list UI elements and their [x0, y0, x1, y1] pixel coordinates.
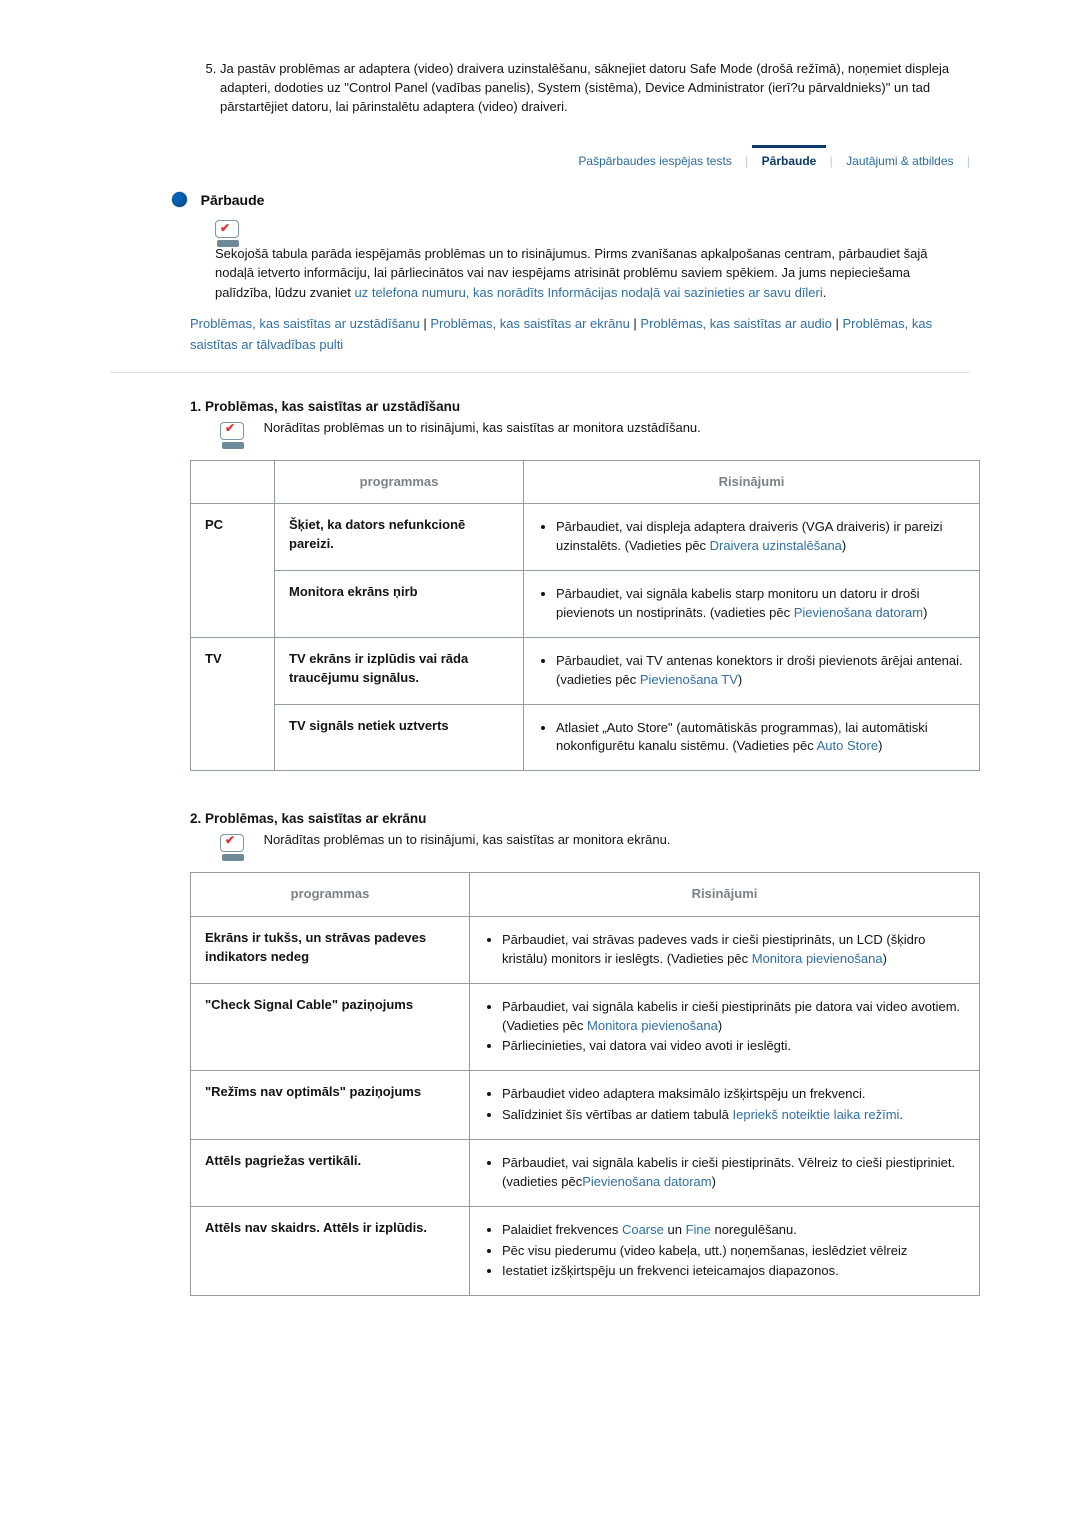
sol-post: ) [883, 951, 887, 966]
anchor-install[interactable]: Problēmas, kas saistītas ar uzstādīšanu [190, 316, 420, 331]
sol-link2[interactable]: Fine [686, 1222, 711, 1237]
sol-link[interactable]: Coarse [622, 1222, 664, 1237]
prog-cell: Monitora ekrāns ņirb [275, 571, 524, 638]
sol-text: Pārbaudiet, vai signāla kabelis ir cieši… [502, 999, 960, 1033]
bullet-dot-icon [172, 192, 187, 207]
tab-qa[interactable]: Jautājumi & atbildes [836, 148, 963, 174]
sol-cell: Pārbaudiet, vai signāla kabelis starp mo… [524, 571, 980, 638]
note-icon [220, 834, 250, 858]
sol-link[interactable]: Auto Store [817, 738, 878, 753]
prog-cell: Attēls pagriežas vertikāli. [191, 1139, 470, 1206]
sol-text: Salīdziniet šīs vērtības ar datiem tabul… [502, 1107, 733, 1122]
prog-cell: "Režīms nav optimāls" paziņojums [191, 1071, 470, 1140]
prog-cell: "Check Signal Cable" paziņojums [191, 983, 470, 1071]
sol-link[interactable]: Pievienošana datoram [582, 1174, 711, 1189]
sol-cell: Pārbaudiet video adaptera maksimālo izšķ… [470, 1071, 980, 1140]
sec2-title: 2. Problēmas, kas saistītas ar ekrānu [190, 811, 970, 826]
divider-1 [110, 372, 970, 373]
cat-tv: TV [191, 637, 275, 770]
table-row: Monitora ekrāns ņirb Pārbaudiet, vai sig… [191, 571, 980, 638]
sol-post: ) [842, 538, 846, 553]
sec2-intro: Norādītas problēmas un to risinājumi, ka… [220, 832, 970, 858]
anchor-screen[interactable]: Problēmas, kas saistītas ar ekrānu [430, 316, 629, 331]
table-row: "Režīms nav optimāls" paziņojums Pārbaud… [191, 1071, 980, 1140]
prog-cell: Attēls nav skaidrs. Attēls ir izplūdis. [191, 1206, 470, 1296]
table-row: "Check Signal Cable" paziņojums Pārbaudi… [191, 983, 980, 1071]
note-icon [215, 220, 245, 244]
sol-text: Pārbaudiet, vai TV antenas konektors ir … [556, 653, 963, 687]
tab-sep1: | [745, 154, 748, 168]
table-row: Attēls pagriežas vertikāli. Pārbaudiet, … [191, 1139, 980, 1206]
sol-link[interactable]: Pievienošana datoram [794, 605, 923, 620]
table-row: Ekrāns ir tukšs, un strāvas padeves indi… [191, 917, 980, 984]
sol-text: Pārbaudiet video adaptera maksimālo izšķ… [502, 1086, 865, 1101]
prog-cell: TV signāls netiek uztverts [275, 704, 524, 771]
sec1-table: programmas Risinājumi PC Šķiet, ka dator… [190, 460, 980, 772]
sol-text: Palaidiet frekvences [502, 1222, 622, 1237]
sol-link[interactable]: Monitora pievienošana [587, 1018, 718, 1033]
sol-post: un [664, 1222, 686, 1237]
sec2-th-sol: Risinājumi [470, 873, 980, 917]
sol-post: ) [738, 672, 742, 687]
sol-post: ) [712, 1174, 716, 1189]
sol-cell: Pārbaudiet, vai displeja adaptera draive… [524, 504, 980, 571]
sol-post: ) [718, 1018, 722, 1033]
sol-link[interactable]: Draivera uzinstalēšana [710, 538, 842, 553]
prog-cell: Ekrāns ir tukšs, un strāvas padeves indi… [191, 917, 470, 984]
sec2-table: programmas Risinājumi Ekrāns ir tukšs, u… [190, 872, 980, 1296]
sol-text: Pēc visu piederumu (video kabeļa, utt.) … [502, 1243, 907, 1258]
step-5: Ja pastāv problēmas ar adaptera (video) … [220, 60, 970, 117]
tabs-bar: Pašpārbaudes iespējas tests | Pārbaude |… [110, 145, 970, 174]
sol-post: . [899, 1107, 903, 1122]
nav-sep2: | [630, 316, 641, 331]
anchor-audio[interactable]: Problēmas, kas saistītas ar audio [640, 316, 831, 331]
sec1-title: 1. Problēmas, kas saistītas ar uzstādīša… [190, 399, 970, 414]
page-title: Pārbaude [201, 192, 265, 208]
sol-cell: Atlasiet „Auto Store" (automātiskās prog… [524, 704, 980, 771]
table-row: TV signāls netiek uztverts Atlasiet „Aut… [191, 704, 980, 771]
sec1-intro-text: Norādītas problēmas un to risinājumi, ka… [264, 420, 701, 435]
sol-post: ) [878, 738, 882, 753]
note-icon [220, 422, 250, 446]
sec1-th-empty [191, 460, 275, 504]
sol-cell: Pārbaudiet, vai signāla kabelis ir cieši… [470, 1139, 980, 1206]
prog-cell: TV ekrāns ir izplūdis vai rāda traucējum… [275, 637, 524, 704]
step-5-text: Ja pastāv problēmas ar adaptera (video) … [220, 61, 949, 114]
sol-text: Iestatiet izšķirtspēju un frekvenci iete… [502, 1263, 839, 1278]
cat-pc: PC [191, 504, 275, 637]
intro-block: Sekojošā tabula parāda iespējamās problē… [215, 218, 970, 303]
sec2-intro-text: Norādītas problēmas un to risinājumi, ka… [264, 832, 671, 847]
nav-sep1: | [420, 316, 431, 331]
prog-cell: Šķiet, ka dators nefunkcionē pareizi. [275, 504, 524, 571]
sol-link[interactable]: Pievienošana TV [640, 672, 738, 687]
sec1-th-prog: programmas [275, 460, 524, 504]
intro-dot: . [823, 285, 827, 300]
intro-text: Sekojošā tabula parāda iespējamās problē… [215, 244, 945, 303]
sol-post2: noregulēšanu. [711, 1222, 797, 1237]
sol-cell: Pārbaudiet, vai signāla kabelis ir cieši… [470, 983, 980, 1071]
table-row: Attēls nav skaidrs. Attēls ir izplūdis. … [191, 1206, 980, 1296]
sol-text: Pārliecinieties, vai datora vai video av… [502, 1038, 791, 1053]
sol-cell: Pārbaudiet, vai TV antenas konektors ir … [524, 637, 980, 704]
sol-cell: Palaidiet frekvences Coarse un Fine nore… [470, 1206, 980, 1296]
sec2-th-prog: programmas [191, 873, 470, 917]
sol-cell: Pārbaudiet, vai strāvas padeves vads ir … [470, 917, 980, 984]
tab-sep3: | [967, 154, 970, 168]
anchor-links: Problēmas, kas saistītas ar uzstādīšanu … [190, 314, 970, 356]
table-row: PC Šķiet, ka dators nefunkcionē pareizi.… [191, 504, 980, 571]
sec1-th-sol: Risinājumi [524, 460, 980, 504]
sol-link[interactable]: Iepriekš noteiktie laika režīmi [733, 1107, 900, 1122]
table-row: TV TV ekrāns ir izplūdis vai rāda traucē… [191, 637, 980, 704]
tab-selftest[interactable]: Pašpārbaudes iespējas tests [568, 148, 741, 174]
sol-link[interactable]: Monitora pievienošana [752, 951, 883, 966]
sol-post: ) [923, 605, 927, 620]
sol-text: Pārbaudiet, vai signāla kabelis ir cieši… [502, 1155, 955, 1189]
nav-sep3: | [832, 316, 843, 331]
tab-check[interactable]: Pārbaude [752, 145, 827, 174]
intro-link[interactable]: uz telefona numuru, kas norādīts Informā… [355, 285, 823, 300]
tab-sep2: | [830, 154, 833, 168]
sec1-intro: Norādītas problēmas un to risinājumi, ka… [220, 420, 970, 446]
